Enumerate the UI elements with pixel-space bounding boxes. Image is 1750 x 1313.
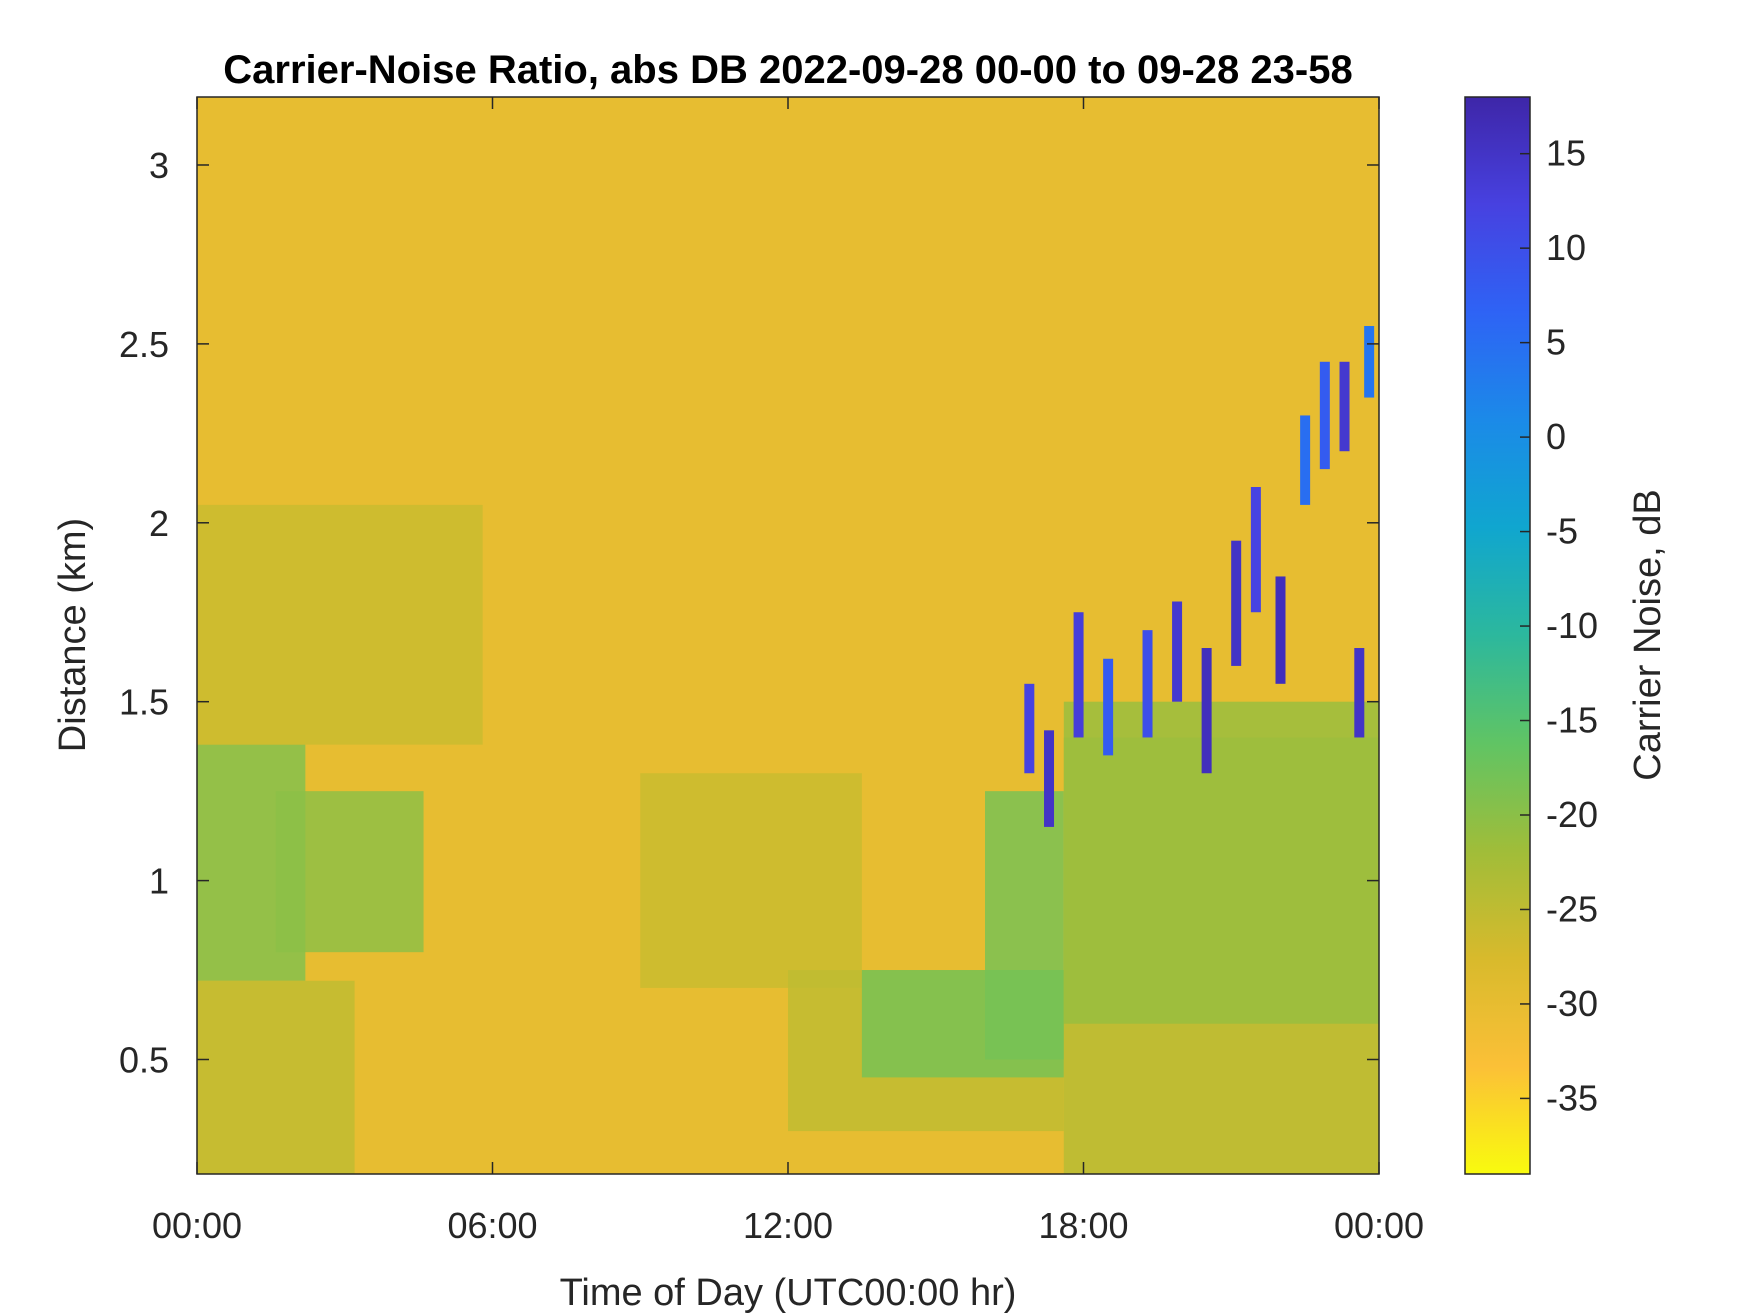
heatmap-region	[985, 791, 1064, 1060]
colorbar-label: Carrier Noise, dB	[1627, 489, 1669, 780]
colorbar-tick-label: 0	[1546, 416, 1566, 457]
strong-echo-cell	[1319, 361, 1330, 470]
strong-echo-cell	[1103, 658, 1114, 756]
x-tick-label: 00:00	[152, 1205, 242, 1246]
y-tick-label: 2	[149, 503, 169, 544]
chart-title: Carrier-Noise Ratio, abs DB 2022-09-28 0…	[223, 48, 1352, 92]
heatmap-region	[640, 773, 862, 988]
y-axis-label: Distance (km)	[52, 518, 94, 752]
strong-echo-cell	[1172, 601, 1183, 702]
y-tick-label: 1.5	[119, 682, 169, 723]
colorbar-tick-label: -20	[1546, 794, 1598, 835]
colorbar	[1464, 96, 1531, 1175]
y-tick-label: 2.5	[119, 324, 169, 365]
heatmap-region	[197, 980, 355, 1174]
heatmap-features	[197, 504, 1379, 1174]
colorbar-tick-label: -30	[1546, 983, 1598, 1024]
y-tick-label: 0.5	[119, 1040, 169, 1081]
heatmap-region	[1063, 701, 1379, 1024]
x-axis: 00:00 06:00 12:00 18:00 00:00	[152, 97, 1424, 1246]
strong-echo-cell	[1275, 576, 1286, 684]
strong-echo-cell	[1339, 361, 1350, 452]
strong-echo-cell	[1142, 630, 1153, 738]
strong-echo-cell	[1250, 487, 1261, 613]
x-tick-label: 00:00	[1334, 1205, 1424, 1246]
strong-echo-cell	[1364, 325, 1375, 398]
colorbar-tick-label: 10	[1546, 227, 1586, 268]
colorbar-tick-label: -10	[1546, 605, 1598, 646]
x-tick-label: 12:00	[743, 1205, 833, 1246]
colorbar-ticks: 15 10 5 0 -5 -10 -15 -20 -25 -30 -35	[1520, 133, 1598, 1118]
strong-echo-cell	[1024, 683, 1035, 774]
plot-area	[197, 97, 1379, 1174]
heatmap-region	[197, 504, 483, 745]
colorbar-tick-label: -5	[1546, 511, 1578, 552]
x-axis-label: Time of Day (UTC00:00 hr)	[560, 1272, 1017, 1313]
y-tick-label: 3	[149, 145, 169, 186]
colorbar-tick-label: -15	[1546, 700, 1598, 741]
colorbar-tick-label: -25	[1546, 888, 1598, 929]
x-tick-label: 18:00	[1038, 1205, 1128, 1246]
strong-echo-cell	[1354, 648, 1365, 738]
strong-echo-cell	[1231, 540, 1242, 666]
y-tick-label: 1	[149, 861, 169, 902]
colorbar-tick-label: 15	[1546, 133, 1586, 174]
heatmap-region	[275, 791, 424, 953]
strong-echo-cells	[1024, 325, 1375, 827]
strong-echo-cell	[1073, 612, 1084, 738]
strong-echo-cell	[1044, 730, 1055, 827]
x-tick-label: 06:00	[447, 1205, 537, 1246]
colorbar-tick-label: -35	[1546, 1077, 1598, 1118]
strong-echo-cell	[1300, 415, 1311, 505]
colorbar-tick-label: 5	[1546, 322, 1566, 363]
strong-echo-cell	[1201, 648, 1212, 774]
y-axis: 0.5 1 1.5 2 2.5 3	[119, 145, 1379, 1081]
